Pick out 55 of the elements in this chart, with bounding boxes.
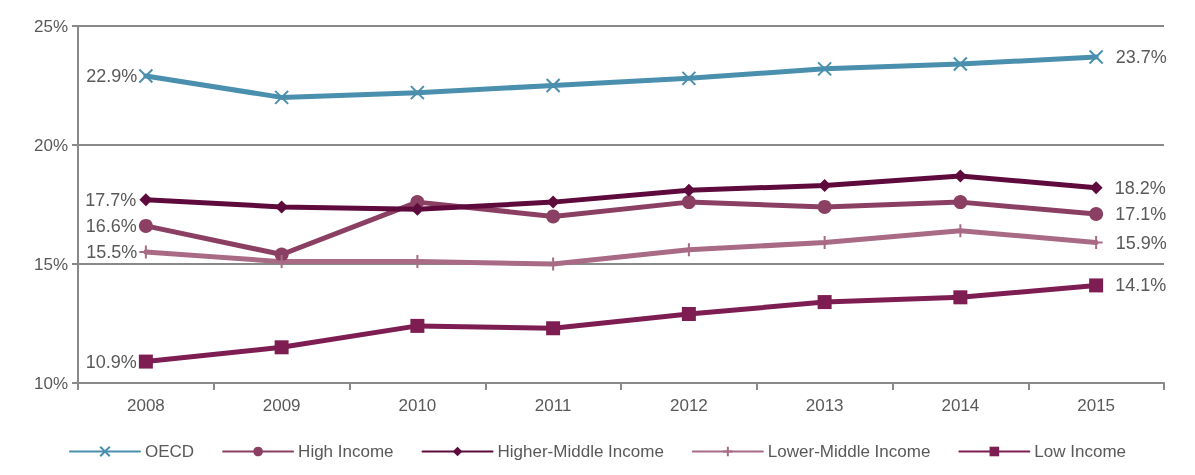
point [681, 195, 696, 210]
point [410, 202, 424, 216]
point [138, 68, 154, 84]
legend-label: OECD [145, 442, 195, 461]
point [1089, 278, 1104, 293]
point [139, 193, 153, 207]
point [953, 290, 968, 305]
point [274, 340, 289, 355]
data-label: 10.9% [85, 351, 137, 372]
point [546, 321, 561, 336]
y-tick-label: 25% [33, 16, 68, 36]
point [682, 183, 696, 197]
x-tick-label: 2014 [941, 396, 980, 415]
point [138, 218, 153, 233]
x-tick-label: 2011 [534, 396, 572, 415]
y-tick-label: 20% [33, 135, 68, 155]
point [681, 70, 697, 86]
x-tick-label: 2010 [398, 396, 437, 415]
point [1089, 207, 1104, 222]
data-label: 16.6% [85, 215, 137, 236]
data-label: 17.7% [85, 189, 137, 210]
point [546, 195, 560, 209]
point [817, 199, 832, 214]
data-label: 17.1% [1115, 204, 1167, 225]
data-label: 15.5% [86, 242, 138, 263]
point [410, 318, 425, 333]
data-label: 15.9% [1115, 232, 1167, 253]
point [138, 354, 153, 369]
point [545, 78, 561, 93]
point [274, 89, 290, 105]
x-tick-label: 2008 [126, 396, 165, 415]
data-label: 23.7% [1115, 46, 1167, 67]
y-tick-label: 15% [33, 254, 68, 274]
y-tick-label: 10% [33, 373, 68, 393]
data-label: 22.9% [86, 65, 138, 86]
data-label: 14.1% [1115, 275, 1167, 296]
point [952, 56, 968, 72]
legend-label: Low Income [1034, 442, 1127, 461]
point [817, 295, 832, 310]
x-tick-label: 2009 [262, 396, 301, 415]
point [546, 209, 561, 224]
data-label: 18.2% [1114, 177, 1166, 198]
point [409, 85, 425, 101]
x-tick-label: 2012 [669, 396, 708, 415]
x-tick-label: 2013 [805, 396, 844, 415]
point [953, 195, 968, 210]
point [817, 61, 833, 77]
legend-label: Lower-Middle Income [767, 442, 931, 461]
legend-label: Higher-Middle Income [497, 442, 664, 461]
x-tick-label: 2015 [1077, 396, 1116, 415]
point [818, 178, 832, 192]
point [681, 306, 696, 321]
legend-label: High Income [298, 442, 394, 461]
point [1089, 181, 1103, 195]
point [1088, 49, 1104, 65]
